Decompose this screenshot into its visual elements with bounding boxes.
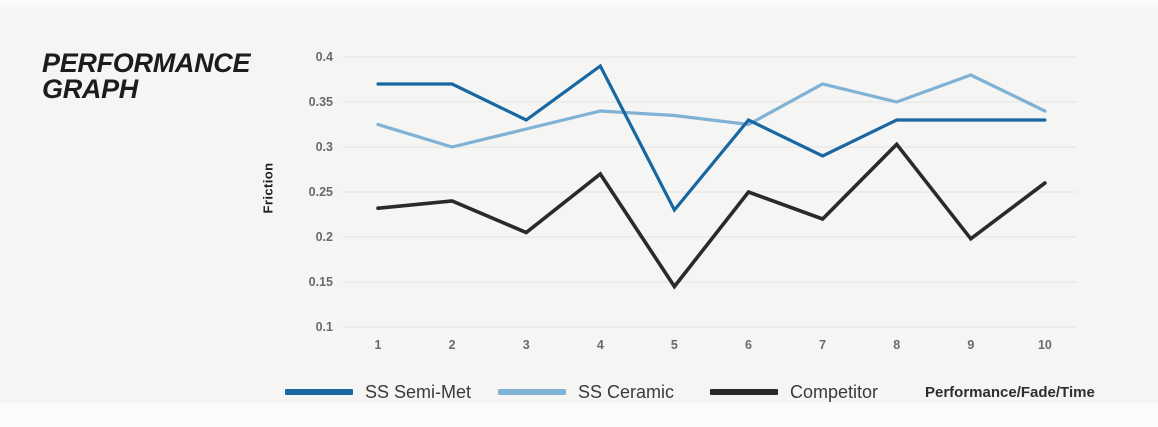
y-tick-label: 0.15 bbox=[309, 275, 333, 289]
legend-item-ss-ceramic: SS Ceramic bbox=[498, 378, 674, 406]
chart-legend: SS Semi-Met SS Ceramic Competitor bbox=[0, 378, 1158, 406]
friction-line-chart: 0.1 0.15 0.2 0.25 0.3 0.35 0.4 1 2 3 4 5 6 7 8 9 10 bbox=[309, 50, 1076, 352]
x-tick-label: 4 bbox=[597, 338, 604, 352]
y-tick-label: 0.3 bbox=[316, 140, 333, 154]
page-title-line2: GRAPH bbox=[42, 74, 139, 104]
y-tick-label: 0.1 bbox=[316, 320, 333, 334]
bottom-band bbox=[0, 403, 1158, 427]
x-tick-label: 3 bbox=[523, 338, 530, 352]
legend-label: SS Semi-Met bbox=[365, 381, 472, 402]
ss-semi-met-swatch-icon bbox=[285, 389, 353, 395]
x-tick-label: 9 bbox=[967, 338, 974, 352]
x-tick-label: 5 bbox=[671, 338, 678, 352]
top-band bbox=[0, 0, 1158, 7]
x-tick-label: 2 bbox=[449, 338, 456, 352]
series-line-competitor bbox=[376, 141, 1047, 290]
x-tick-label: 1 bbox=[375, 338, 382, 352]
x-axis-note: Performance/Fade/Time bbox=[925, 383, 1095, 401]
series-line-ss-semi-met bbox=[376, 63, 1047, 213]
legend-label: Competitor bbox=[790, 381, 879, 402]
ss-ceramic-swatch-icon bbox=[498, 389, 566, 395]
x-tick-label: 10 bbox=[1038, 338, 1052, 352]
series-line-ss-ceramic bbox=[376, 73, 1047, 149]
y-tick-label: 0.35 bbox=[309, 95, 333, 109]
y-tick-label: 0.4 bbox=[316, 50, 333, 64]
legend-item-competitor: Competitor bbox=[710, 378, 878, 406]
y-tick-label: 0.25 bbox=[309, 185, 333, 199]
y-tick-label: 0.2 bbox=[316, 230, 333, 244]
competitor-swatch-icon bbox=[710, 389, 778, 395]
legend-item-ss-semi-met: SS Semi-Met bbox=[285, 378, 471, 406]
page-title-line1: PERFORMANCE bbox=[42, 48, 251, 78]
x-tick-label: 8 bbox=[893, 338, 900, 352]
page-title: PERFORMANCE GRAPH bbox=[42, 48, 251, 104]
x-tick-label: 6 bbox=[745, 338, 752, 352]
legend-label: SS Ceramic bbox=[578, 381, 675, 402]
x-tick-label: 7 bbox=[819, 338, 826, 352]
